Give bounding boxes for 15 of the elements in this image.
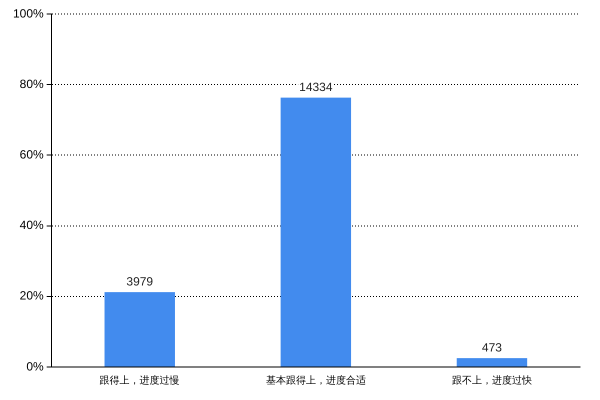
y-tick-label: 80% xyxy=(20,76,44,91)
bar xyxy=(280,98,352,366)
annotation: 3979 xyxy=(126,274,154,288)
y-tick-label: 40% xyxy=(20,218,44,232)
annotation: 473 xyxy=(482,340,502,354)
bar xyxy=(104,292,175,366)
y-tick-label: 100% xyxy=(12,6,44,20)
annotation: 14334 xyxy=(299,80,333,94)
x-tick-label: 跟不上，进度过快 xyxy=(452,374,532,387)
x-tick-label: 跟得上，进度过慢 xyxy=(100,374,180,387)
y-tick-label: 0% xyxy=(26,359,44,374)
y-tick-label: 20% xyxy=(20,288,44,303)
bar xyxy=(456,358,528,366)
y-tick-label: 60% xyxy=(20,148,44,162)
x-tick-label: 基本跟得上，进度合适 xyxy=(266,374,366,387)
